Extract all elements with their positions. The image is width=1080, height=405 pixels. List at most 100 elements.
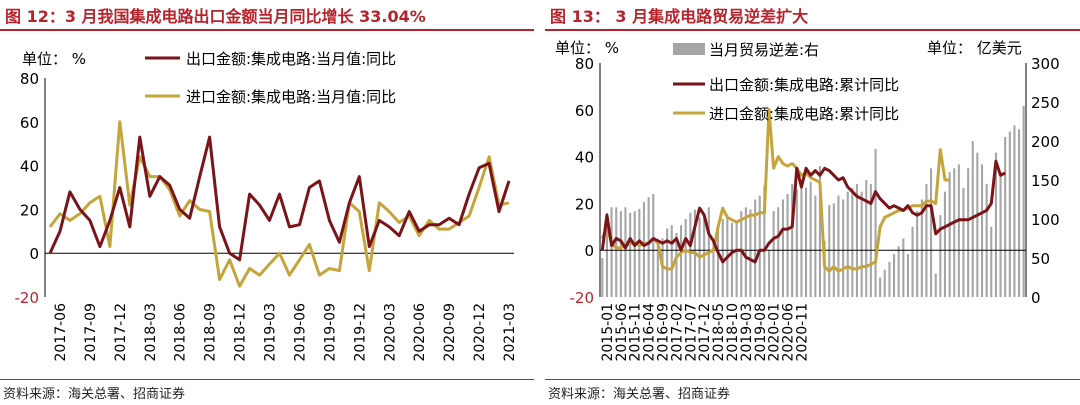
y-tick-label: 80 [20, 70, 39, 88]
trade-deficit-bar [740, 211, 743, 297]
y-tick-label: 0 [29, 245, 39, 263]
trade-deficit-bar [791, 183, 794, 297]
x-tick-label: 2020-06 [781, 303, 797, 362]
x-tick-label: 2017-06 [53, 303, 69, 362]
trade-deficit-bar [897, 246, 900, 297]
left-chart-svg: -20 0 20 40 60 80 2017-06 2017-09 2017-12 2018-03… [15, 50, 519, 362]
right-unit-label-right: 单位： 亿美元 [927, 39, 1022, 57]
trade-deficit-bar [865, 180, 868, 297]
x-tick-label: 2020-06 [412, 303, 428, 362]
trade-deficit-bar [800, 180, 803, 297]
right-title-rule [545, 29, 1080, 31]
right-source-note: 资料来源：海关总署、招商证券 [548, 387, 731, 402]
trade-deficit-bar [805, 187, 808, 297]
trade-deficit-bar [656, 242, 659, 297]
x-tick-label: 2017-07 [683, 303, 699, 362]
trade-deficit-bar [647, 197, 650, 297]
y-tick-label: -20 [15, 289, 40, 307]
y-tick-label: 40 [20, 158, 39, 176]
trade-deficit-bar [772, 211, 775, 297]
x-tick-label: 2016-09 [656, 303, 672, 362]
trade-deficit-bar [888, 261, 891, 297]
trade-deficit-bar [934, 273, 937, 297]
legend-label-export: 出口金额:集成电路:当月值:同比 [186, 50, 396, 68]
trade-deficit-bar [744, 207, 747, 297]
trade-deficit-bar [809, 181, 812, 297]
trade-deficit-bar [758, 195, 761, 297]
trade-deficit-bar [666, 228, 669, 297]
trade-deficit-bar [916, 211, 919, 297]
x-tick-label: 2017-02 [669, 303, 685, 362]
legend-swatch-deficit [673, 43, 705, 55]
trade-deficit-bar [846, 191, 849, 297]
x-tick-label: 2019-03 [263, 303, 279, 362]
trade-deficit-bar [1008, 131, 1011, 297]
x-tick-label: 2019-08 [753, 303, 769, 362]
trade-deficit-bar [855, 183, 858, 297]
export-cumulative-yoy-line [600, 159, 1006, 264]
x-tick-label: 2020-01 [767, 303, 783, 362]
trade-deficit-bar [763, 186, 766, 297]
trade-deficit-bar [814, 195, 817, 297]
left-source-rule [0, 379, 534, 380]
trade-deficit-bar [777, 207, 780, 297]
left-unit-label: 单位： % [22, 50, 86, 68]
trade-deficit-bar [638, 208, 641, 297]
x-tick-label: 2018-09 [203, 303, 219, 362]
x-tick-label: 2018-12 [233, 303, 249, 362]
y2-tick-label: 50 [1031, 250, 1050, 268]
trade-deficit-bar [837, 195, 840, 297]
legend-label-import-cum: 进口金额:集成电路:累计同比 [709, 105, 899, 123]
x-tick-label: 2017-12 [113, 303, 129, 362]
x-tick-label: 2020-11 [794, 303, 810, 362]
y-tick-label: 60 [575, 102, 594, 120]
trade-deficit-bar [985, 183, 988, 297]
trade-deficit-bar [717, 226, 720, 297]
trade-deficit-bar [610, 207, 613, 297]
x-tick-label: 2018-06 [173, 303, 189, 362]
trade-deficit-bar [957, 164, 960, 297]
x-tick-label: 2019-12 [352, 303, 368, 362]
trade-deficit-bar [680, 225, 683, 297]
y2-tick-label: 150 [1031, 172, 1060, 190]
x-tick-label: 2016-04 [642, 303, 658, 362]
trade-deficit-bar [1013, 125, 1016, 298]
trade-deficit-bar [851, 187, 854, 297]
trade-deficit-bar [939, 215, 942, 297]
y2-tick-label: 0 [1031, 289, 1041, 307]
trade-deficit-bar [652, 194, 655, 297]
trade-deficit-bar [953, 168, 956, 297]
y2-tick-label: 200 [1031, 133, 1060, 151]
trade-deficit-bar [842, 199, 845, 297]
trade-deficit-bar [786, 194, 789, 297]
trade-deficit-bar [615, 207, 618, 297]
trade-deficit-bar [920, 199, 923, 297]
trade-deficit-bar [925, 183, 928, 297]
y-tick-label: 40 [575, 149, 594, 167]
x-tick-label: 2017-09 [83, 303, 99, 362]
y-tick-label: 80 [575, 55, 594, 73]
panel-right-chart: 图 13： 3 月集成电路贸易逆差扩大 -20 0 20 40 60 80 0 50 100 15… [545, 0, 1080, 405]
trade-deficit-bar [749, 209, 752, 297]
trade-deficit-bar [768, 250, 771, 297]
trade-deficit-bar [879, 277, 882, 297]
panel-left-chart: 图 12：3 月我国集成电路出口金额当月同比增长 33.04% -20 0 20 40… [0, 0, 534, 405]
y-tick-label: 20 [20, 201, 39, 219]
trade-deficit-bar [911, 226, 914, 297]
trade-deficit-bar [1022, 105, 1025, 298]
trade-deficit-bar [869, 183, 872, 297]
trade-deficit-bar [948, 172, 951, 297]
x-tick-label: 2015-06 [614, 303, 630, 362]
import-yoy-series-line [48, 120, 510, 288]
x-tick-label: 2020-12 [472, 303, 488, 362]
trade-deficit-bar [629, 212, 632, 297]
y-tick-label: 20 [575, 195, 594, 213]
trade-deficit-bar [930, 168, 933, 297]
trade-deficit-bar [1018, 129, 1021, 297]
y-tick-label: -20 [570, 289, 595, 307]
legend-label-import: 进口金额:集成电路:当月值:同比 [186, 88, 396, 106]
x-tick-label: 2015-11 [628, 303, 644, 362]
y-tick-label: 60 [20, 114, 39, 132]
trade-deficit-bar [712, 238, 715, 297]
trade-deficit-bar [670, 225, 673, 297]
